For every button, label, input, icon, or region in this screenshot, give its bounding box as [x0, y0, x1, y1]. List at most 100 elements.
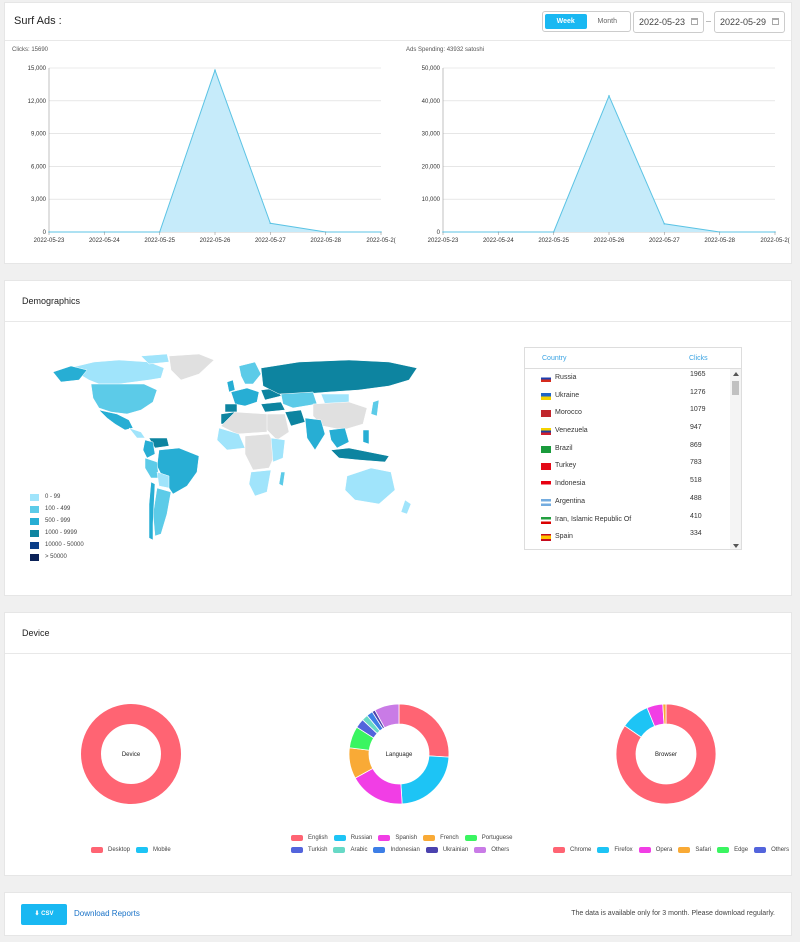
country-clicks: 1276: [690, 388, 706, 396]
legend-item[interactable]: Ukrainian: [425, 847, 468, 853]
calendar-icon: [772, 18, 779, 25]
legend-label: Portuguese: [481, 835, 513, 841]
spending-area-chart: 0 10,000 20,000 30,000 40,000 50,000 2022-05-2…: [422, 66, 790, 244]
table-row[interactable]: Brazil 869: [525, 440, 741, 458]
legend-item[interactable]: Others: [474, 847, 509, 853]
legend-item[interactable]: Chrome: [553, 847, 591, 853]
scroll-up-icon[interactable]: [733, 372, 739, 376]
donut-center-label: Language: [386, 752, 413, 758]
flag-icon: [541, 428, 551, 436]
browser-donut-chart: Browser: [615, 703, 717, 805]
legend-item[interactable]: Opera: [638, 847, 672, 853]
table-row[interactable]: Spain 334: [525, 528, 741, 546]
calendar-icon: [691, 18, 698, 25]
map-legend-item: 10000 - 50000: [30, 539, 84, 551]
table-row[interactable]: Iran, Islamic Republic Of 410: [525, 511, 741, 529]
country-clicks: 410: [690, 512, 702, 520]
x-tick-label: 2022-05-28: [704, 238, 735, 244]
country-table[interactable]: Country Clicks Russia 1965 Ukraine 1276 Moro…: [524, 347, 742, 550]
legend-label: Turkish: [308, 847, 328, 853]
table-row[interactable]: Russia 1965: [525, 369, 741, 387]
legend-swatch: [464, 835, 477, 841]
legend-item[interactable]: Others: [754, 847, 789, 853]
legend-swatch: [30, 529, 39, 537]
date-from-input[interactable]: 2022-05-23: [633, 11, 704, 33]
donut-center-label: Device: [122, 752, 141, 758]
x-tick-label: 2022-05-24: [483, 238, 514, 244]
map-greenland: [168, 354, 215, 381]
map-japan: [370, 399, 380, 417]
y-tick-label: 30,000: [422, 132, 441, 138]
legend-item[interactable]: Spanish: [378, 835, 417, 841]
table-scrollbar[interactable]: [730, 369, 741, 549]
map-east-africa: [270, 437, 286, 463]
country-name: Iran, Islamic Republic Of: [555, 515, 632, 523]
legend-item[interactable]: Portuguese: [464, 835, 513, 841]
map-legend: 0 - 99 100 - 499 500 - 999 1000 - 9999 1…: [30, 491, 84, 563]
legend-item[interactable]: Indonesian: [373, 847, 420, 853]
map-central-africa: [244, 433, 278, 471]
map-philippines: [362, 429, 370, 445]
legend-swatch: [754, 847, 767, 853]
legend-item[interactable]: Arabic: [333, 847, 367, 853]
y-tick-label: 0: [437, 230, 441, 236]
device-card: Device Device Language Browser Desktop Mo…: [4, 612, 792, 876]
country-column-header[interactable]: Country: [542, 355, 567, 362]
legend-swatch: [30, 505, 39, 513]
map-greenland-north: [140, 354, 170, 365]
x-tick-label: 2022-05-26: [200, 238, 231, 244]
map-alaska: [52, 365, 88, 383]
map-madagascar: [278, 471, 286, 487]
demographics-card: Demographics: [4, 280, 792, 596]
map-chile: [148, 481, 156, 541]
demographics-header: Demographics: [5, 281, 791, 322]
x-tick-label: 2022-05-26: [594, 238, 625, 244]
week-button[interactable]: Week: [545, 14, 587, 29]
legend-item[interactable]: Edge: [717, 847, 748, 853]
month-button[interactable]: Month: [597, 18, 617, 25]
flag-icon: [541, 392, 551, 400]
legend-label: Firefox: [614, 847, 633, 853]
map-mexico: [98, 409, 134, 431]
legend-item[interactable]: Mobile: [136, 847, 171, 853]
country-clicks: 783: [690, 459, 702, 467]
legend-swatch: [30, 493, 39, 501]
legend-item[interactable]: Turkish: [291, 847, 327, 853]
map-legend-item: 0 - 99: [30, 491, 84, 503]
legend-swatch: [333, 847, 346, 853]
table-row[interactable]: Indonesia 518: [525, 475, 741, 493]
flag-icon: [541, 463, 551, 471]
surf-ads-header: Surf Ads : Week Month 2022-05-23 2022-05…: [5, 3, 791, 41]
table-row[interactable]: Ukraine 1276: [525, 387, 741, 405]
device-header: Device: [5, 613, 791, 654]
scroll-thumb[interactable]: [732, 381, 739, 395]
country-name: Argentina: [555, 497, 585, 505]
country-name: Indonesia: [555, 480, 586, 488]
flag-icon: [541, 375, 551, 382]
legend-label: Edge: [734, 847, 749, 853]
date-to-input[interactable]: 2022-05-29: [714, 11, 785, 33]
scroll-down-icon[interactable]: [733, 544, 739, 548]
table-row[interactable]: Argentina 488: [525, 493, 741, 511]
table-row[interactable]: Turkey 783: [525, 457, 741, 475]
download-reports-link[interactable]: Download Reports: [74, 909, 140, 918]
table-row[interactable]: Morocco 1079: [525, 404, 741, 422]
legend-item[interactable]: French: [423, 835, 459, 841]
table-row[interactable]: Venezuela 947: [525, 422, 741, 440]
map-europe-west: [230, 387, 260, 407]
map-west-africa: [216, 427, 246, 451]
legend-item[interactable]: English: [291, 835, 328, 841]
browser-legend: Chrome Firefox Opera Safari Edge Others: [553, 844, 795, 856]
legend-item[interactable]: Desktop: [91, 847, 130, 853]
legend-swatch: [553, 847, 565, 853]
csv-download-button[interactable]: ⬇ CSV: [21, 904, 67, 925]
clicks-column-header[interactable]: Clicks: [689, 355, 708, 362]
legend-item[interactable]: Firefox: [597, 847, 633, 853]
x-tick-label: 2022-05-27: [649, 238, 680, 244]
pie-slice: [662, 703, 667, 725]
map-russia: [260, 359, 418, 395]
clicks-area-chart: 0 3,000 6,000 9,000 12,000 15,000 2022-05-23 20…: [28, 66, 396, 244]
legend-item[interactable]: Safari: [678, 847, 711, 853]
legend-item[interactable]: Russian: [333, 835, 372, 841]
legend-swatch: [423, 835, 436, 841]
